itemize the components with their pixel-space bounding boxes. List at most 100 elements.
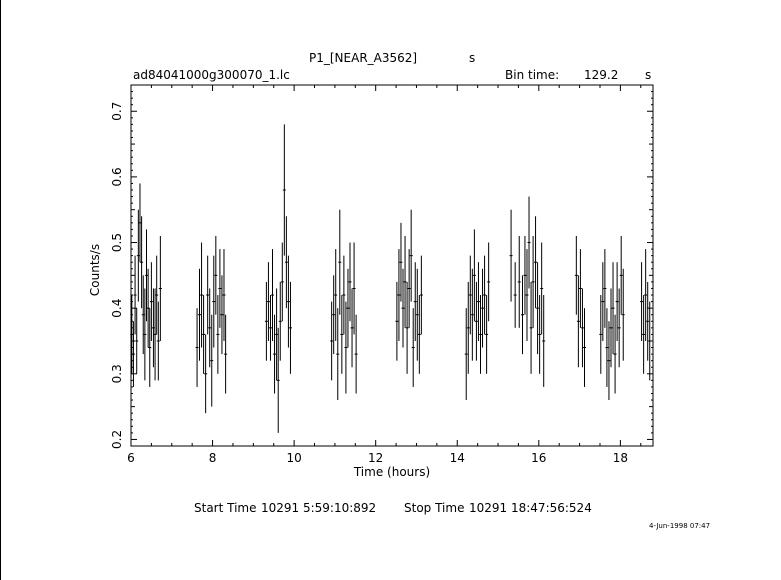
data-point bbox=[470, 268, 474, 361]
data-point bbox=[138, 183, 142, 263]
data-point bbox=[531, 235, 535, 328]
data-point bbox=[348, 242, 352, 322]
data-point bbox=[330, 301, 334, 381]
data-point bbox=[527, 196, 531, 289]
data-point bbox=[607, 321, 611, 401]
data-point bbox=[476, 262, 480, 341]
data-point bbox=[288, 281, 292, 374]
data-point bbox=[264, 281, 268, 361]
data-point bbox=[536, 262, 540, 355]
data-point bbox=[210, 314, 214, 407]
data-point bbox=[155, 255, 159, 335]
x-tick-label: 18 bbox=[613, 451, 628, 465]
data-point bbox=[140, 216, 144, 309]
data-point bbox=[146, 268, 150, 348]
data-point bbox=[617, 288, 621, 368]
data-point bbox=[218, 249, 222, 328]
x-axis-label: Time (hours) bbox=[353, 465, 430, 479]
x-tick-label: 6 bbox=[127, 451, 135, 465]
data-point bbox=[483, 255, 487, 335]
data-point bbox=[609, 288, 613, 368]
data-point bbox=[611, 262, 615, 355]
start-time-label: Start Time bbox=[194, 501, 257, 515]
data-point bbox=[144, 229, 148, 322]
start-time-value: 10291 5:59:10:892 bbox=[261, 501, 376, 515]
data-point bbox=[509, 209, 513, 302]
data-point bbox=[156, 301, 160, 381]
data-point bbox=[578, 249, 582, 328]
chart-title: P1_[NEAR_A3562] bbox=[309, 51, 417, 65]
axes: 6 8 10 12 14 16 18 0.2 0.3 0.4 0.5 0.6 0.7 bbox=[110, 84, 653, 465]
data-point bbox=[644, 249, 648, 341]
data-point bbox=[582, 308, 586, 387]
data-point bbox=[350, 288, 354, 368]
data-point bbox=[521, 275, 524, 355]
data-point bbox=[284, 216, 288, 309]
data-point bbox=[195, 308, 199, 387]
data-point bbox=[601, 262, 605, 341]
data-point bbox=[346, 268, 350, 348]
data-point bbox=[474, 281, 478, 361]
data-point bbox=[222, 249, 226, 341]
data-points bbox=[130, 124, 652, 433]
data-point bbox=[407, 249, 411, 328]
data-point bbox=[534, 216, 538, 309]
data-point bbox=[485, 295, 489, 374]
data-point bbox=[603, 249, 607, 328]
data-point bbox=[413, 262, 417, 341]
data-point bbox=[397, 249, 401, 341]
stop-time-value: 10291 18:47:56:524 bbox=[469, 501, 592, 515]
data-point bbox=[615, 262, 619, 341]
data-point bbox=[599, 295, 603, 374]
data-point bbox=[580, 288, 584, 368]
data-point bbox=[481, 268, 485, 348]
data-point bbox=[212, 255, 216, 348]
x-tick-label: 10 bbox=[286, 451, 301, 465]
data-point bbox=[143, 288, 147, 381]
y-tick-label: 0.7 bbox=[110, 102, 124, 121]
data-point bbox=[415, 268, 419, 361]
data-point bbox=[401, 268, 405, 348]
x-tick-label: 16 bbox=[531, 451, 546, 465]
data-point bbox=[538, 295, 542, 374]
data-point bbox=[214, 235, 218, 315]
data-point bbox=[576, 275, 580, 368]
data-point bbox=[342, 255, 346, 335]
data-point bbox=[605, 308, 609, 387]
y-tick-label: 0.2 bbox=[110, 430, 124, 449]
plot-frame bbox=[130, 84, 654, 447]
data-point bbox=[206, 255, 210, 335]
data-point bbox=[419, 255, 423, 335]
data-point bbox=[619, 235, 623, 315]
data-point bbox=[395, 281, 399, 361]
data-point bbox=[130, 295, 134, 374]
x-tick-label: 14 bbox=[450, 451, 465, 465]
data-point bbox=[517, 235, 521, 328]
data-point bbox=[540, 242, 544, 335]
data-point bbox=[340, 295, 344, 374]
data-point bbox=[136, 209, 140, 302]
data-point bbox=[158, 235, 162, 341]
data-point bbox=[464, 308, 468, 401]
data-point bbox=[338, 209, 342, 315]
data-point bbox=[411, 308, 415, 387]
x-tick-label: 12 bbox=[368, 451, 383, 465]
data-point bbox=[198, 268, 202, 361]
data-point bbox=[208, 288, 212, 368]
data-point bbox=[273, 314, 277, 394]
data-point bbox=[133, 255, 137, 335]
y-tick-label: 0.4 bbox=[110, 299, 124, 318]
data-point bbox=[220, 275, 224, 355]
data-point bbox=[466, 281, 470, 374]
data-point bbox=[286, 255, 290, 348]
data-point bbox=[141, 275, 145, 355]
bin-time-value: 129.2 bbox=[584, 68, 618, 82]
data-point bbox=[280, 242, 284, 322]
data-point bbox=[153, 288, 157, 381]
data-point bbox=[513, 262, 517, 328]
data-point bbox=[202, 295, 206, 374]
stop-time-label: Stop Time bbox=[404, 501, 464, 515]
y-tick-label: 0.5 bbox=[110, 233, 124, 252]
data-point bbox=[336, 308, 340, 401]
